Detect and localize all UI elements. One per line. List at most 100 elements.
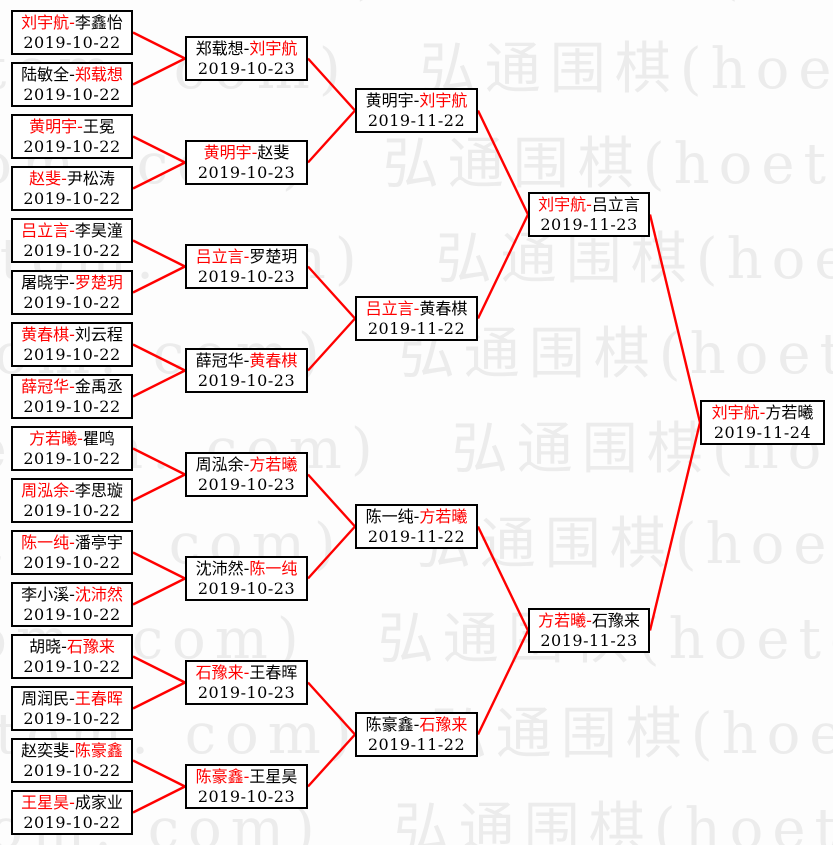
dash-separator: - <box>243 455 250 474</box>
dash-separator: - <box>586 195 592 214</box>
player-left: 陈一纯 <box>21 533 70 552</box>
player-left: 陈一纯 <box>365 507 414 526</box>
match-box: 陈一纯-潘亭宇 2019-10-22 <box>11 530 133 575</box>
dash-separator: - <box>61 169 67 188</box>
match-date: 2019-10-22 <box>23 345 121 364</box>
match-box: 陈豪鑫-王星昊 2019-10-23 <box>185 764 308 809</box>
connector-line <box>132 369 186 398</box>
match-players: 方若曦-石豫来 <box>530 611 648 631</box>
player-left: 陈豪鑫 <box>195 767 244 786</box>
player-left: 陈豪鑫 <box>365 715 414 734</box>
match-date: 2019-11-23 <box>540 215 638 234</box>
match-box: 方若曦-石豫来 2019-11-23 <box>528 608 650 653</box>
player-left: 吕立言 <box>365 299 414 318</box>
dash-separator: - <box>586 611 592 630</box>
dash-separator: - <box>61 637 67 656</box>
player-right: 郑载想 <box>74 65 123 84</box>
player-left: 陆敏全 <box>21 65 70 84</box>
watermark-text: 弘通围棋(hoetom. com) <box>382 132 833 197</box>
match-players: 陈一纯-潘亭宇 <box>13 533 131 553</box>
player-right: 罗楚玥 <box>74 273 123 292</box>
player-left: 郑载想 <box>195 39 244 58</box>
match-box: 胡晓-石豫来 2019-10-22 <box>11 634 133 679</box>
player-left: 屠晓宇 <box>21 273 70 292</box>
player-right: 王春晖 <box>249 663 298 682</box>
connector-line <box>307 681 356 736</box>
player-right: 王星昊 <box>249 767 298 786</box>
connector-line <box>476 629 530 736</box>
player-left: 胡晓 <box>29 637 62 656</box>
dash-separator: - <box>69 689 75 708</box>
player-left: 周润民 <box>21 689 70 708</box>
player-left: 周泓余 <box>195 455 244 474</box>
match-players: 黄明宇-王冕 <box>13 117 131 137</box>
match-box: 赵奕斐-陈豪鑫 2019-10-22 <box>11 738 133 783</box>
connector-line <box>132 239 186 268</box>
match-box: 陈一纯-方若曦 2019-11-22 <box>355 504 478 549</box>
match-players: 黄春棋-刘云程 <box>13 325 131 345</box>
connector-line <box>132 577 186 606</box>
connector-line <box>132 655 186 684</box>
match-players: 吕立言-罗楚玥 <box>187 247 306 267</box>
connector-line <box>132 57 186 86</box>
connector-line <box>307 733 356 788</box>
player-right: 王春晖 <box>74 689 123 708</box>
connector-line <box>132 135 186 164</box>
match-box: 王星昊-成家业 2019-10-22 <box>11 790 133 835</box>
player-left: 黄春棋 <box>21 325 70 344</box>
dash-separator: - <box>69 793 75 812</box>
connector-line <box>307 265 356 320</box>
match-players: 刘宇航-方若曦 <box>702 403 823 423</box>
match-players: 陈一纯-方若曦 <box>357 507 476 527</box>
connector-line <box>132 161 186 190</box>
player-left: 薛冠华 <box>21 377 70 396</box>
connector-line <box>132 265 186 294</box>
watermark-text: 弘通围棋(hoetom. com) <box>393 797 833 845</box>
match-box: 刘宇航-方若曦 2019-11-24 <box>700 400 825 445</box>
dash-separator: - <box>243 559 250 578</box>
match-date: 2019-11-22 <box>367 111 466 130</box>
match-players: 刘宇航-李鑫怡 <box>13 13 131 33</box>
player-right: 潘亭宇 <box>74 533 123 552</box>
player-left: 刘宇航 <box>711 403 760 422</box>
player-left: 吕立言 <box>195 247 244 266</box>
player-left: 方若曦 <box>29 429 78 448</box>
player-right: 金禹丞 <box>74 377 123 396</box>
match-players: 石豫来-王春晖 <box>187 663 306 683</box>
match-date: 2019-10-22 <box>23 397 121 416</box>
match-players: 陈豪鑫-石豫来 <box>357 715 476 735</box>
player-right: 瞿鸣 <box>82 429 115 448</box>
match-players: 周泓余-方若曦 <box>187 455 306 475</box>
dash-separator: - <box>413 91 420 110</box>
dash-separator: - <box>251 143 258 162</box>
match-players: 屠晓宇-罗楚玥 <box>13 273 131 293</box>
match-players: 陆敏全-郑载想 <box>13 65 131 85</box>
match-box: 吕立言-李昊潼 2019-10-22 <box>11 218 133 263</box>
dash-separator: - <box>243 247 250 266</box>
player-right: 李鑫怡 <box>74 13 123 32</box>
match-players: 李小溪-沈沛然 <box>13 585 131 605</box>
player-left: 石豫来 <box>195 663 244 682</box>
match-box: 薛冠华-黄春棋 2019-10-23 <box>185 348 308 393</box>
match-date: 2019-10-23 <box>197 163 296 182</box>
dash-separator: - <box>69 13 75 32</box>
match-date: 2019-10-22 <box>23 501 121 520</box>
dash-separator: - <box>413 715 420 734</box>
connector-line <box>132 551 186 580</box>
dash-separator: - <box>69 585 75 604</box>
match-box: 吕立言-罗楚玥 2019-10-23 <box>185 244 308 289</box>
connector-line <box>132 447 186 476</box>
player-right: 黄春棋 <box>419 299 468 318</box>
player-left: 刘宇航 <box>538 195 587 214</box>
player-right: 尹松涛 <box>66 169 115 188</box>
watermark-text: 弘通围棋(hoetom. com) <box>414 512 833 577</box>
match-players: 吕立言-李昊潼 <box>13 221 131 241</box>
player-right: 方若曦 <box>249 455 298 474</box>
match-box: 黄明宇-王冕 2019-10-22 <box>11 114 133 159</box>
match-box: 周泓余-方若曦 2019-10-23 <box>185 452 308 497</box>
match-box: 陈豪鑫-石豫来 2019-11-22 <box>355 712 478 757</box>
